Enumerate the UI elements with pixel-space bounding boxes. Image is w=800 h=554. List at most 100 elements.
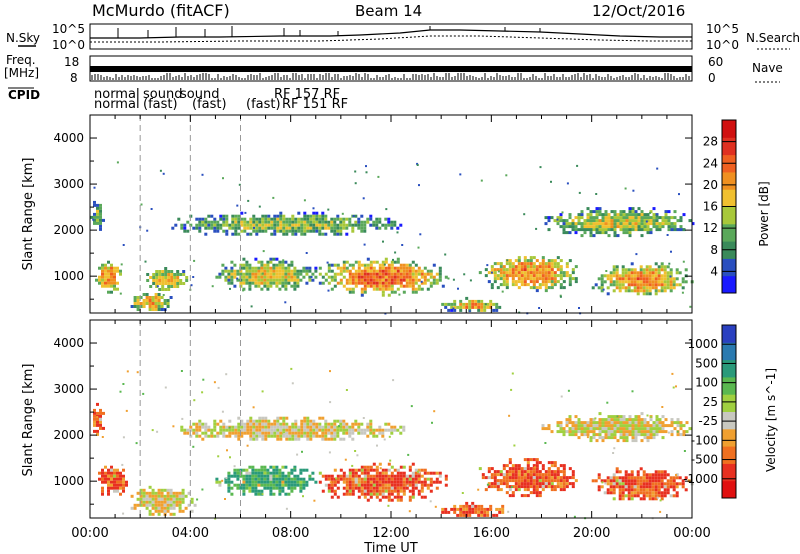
echo-cell xyxy=(327,422,331,426)
echo-cell xyxy=(601,216,605,220)
echo-cell xyxy=(414,287,418,291)
echo-cell xyxy=(178,509,182,513)
noise-point xyxy=(142,392,145,395)
echo-cell xyxy=(664,418,668,422)
echo-cell xyxy=(281,465,285,469)
colorbar-segment xyxy=(722,258,736,277)
echo-cell xyxy=(408,266,412,270)
echo-cell xyxy=(487,470,491,474)
noise-point xyxy=(335,477,337,480)
echo-cell xyxy=(654,488,658,492)
echo-cell xyxy=(553,464,557,468)
echo-cell xyxy=(631,427,635,431)
echo-cell xyxy=(645,473,649,477)
echo-cell xyxy=(315,226,319,230)
echo-cell xyxy=(189,425,193,429)
echo-cell xyxy=(423,272,427,276)
echo-cell xyxy=(547,259,551,263)
echo-cell xyxy=(670,424,674,428)
echo-cell xyxy=(577,430,581,434)
echo-cell xyxy=(399,223,403,227)
echo-cell xyxy=(260,480,264,484)
echo-cell xyxy=(213,425,217,429)
echo-cell xyxy=(648,280,652,284)
echo-cell xyxy=(508,485,512,489)
echo-cell xyxy=(242,486,246,490)
echo-cell xyxy=(270,425,274,429)
echo-cell xyxy=(372,223,376,227)
echo-cell xyxy=(405,278,409,282)
echo-cell xyxy=(351,428,355,432)
echo-cell xyxy=(148,509,152,513)
echo-cell xyxy=(248,465,252,469)
echo-cell xyxy=(529,280,533,284)
echo-cell xyxy=(657,476,661,480)
echo-cell xyxy=(99,218,102,222)
echo-cell xyxy=(303,223,307,227)
echo-cell xyxy=(305,266,309,270)
noise-point xyxy=(605,270,608,272)
echo-cell xyxy=(640,219,644,223)
echo-cell xyxy=(351,226,355,230)
echo-cell xyxy=(107,284,110,288)
echo-cell xyxy=(278,474,282,478)
echo-cell xyxy=(390,220,394,224)
echo-cell xyxy=(267,223,271,227)
echo-cell xyxy=(532,280,536,284)
echo-cell xyxy=(615,470,619,474)
echo-cell xyxy=(99,212,102,216)
echo-cell xyxy=(366,284,370,288)
date-title: 12/Oct/2016 xyxy=(592,2,685,20)
echo-cell xyxy=(363,229,367,233)
echo-cell xyxy=(621,283,625,287)
echo-cell xyxy=(414,468,418,472)
echo-cell xyxy=(270,431,274,435)
echo-cell xyxy=(592,234,596,238)
echo-cell xyxy=(511,464,515,468)
echo-cell xyxy=(372,492,376,496)
echo-cell xyxy=(505,280,509,284)
echo-cell xyxy=(625,436,629,440)
echo-cell xyxy=(661,219,665,223)
echo-cell xyxy=(166,299,170,302)
echo-cell xyxy=(402,480,406,484)
echo-cell xyxy=(643,225,647,229)
noise-point xyxy=(351,464,354,467)
echo-cell xyxy=(257,489,261,493)
echo-cell xyxy=(613,216,617,220)
echo-cell xyxy=(553,488,557,492)
echo-cell xyxy=(287,477,291,481)
echo-cell xyxy=(660,274,664,278)
echo-cell xyxy=(520,473,524,477)
echo-cell xyxy=(107,483,110,487)
echo-cell xyxy=(645,482,649,486)
echo-cell xyxy=(284,281,288,285)
echo-cell xyxy=(172,497,176,501)
echo-cell xyxy=(505,277,509,281)
echo-cell xyxy=(333,437,337,441)
echo-cell xyxy=(490,482,494,486)
echo-cell xyxy=(218,483,222,487)
echo-cell xyxy=(453,507,457,511)
echo-cell xyxy=(640,228,644,232)
echo-cell xyxy=(375,474,379,478)
echo-cell xyxy=(251,269,255,273)
echo-cell xyxy=(170,273,174,276)
echo-cell xyxy=(234,223,238,227)
echo-cell xyxy=(312,223,316,227)
echo-cell xyxy=(237,425,241,429)
echo-cell xyxy=(547,476,551,480)
echo-cell xyxy=(275,275,279,279)
echo-cell xyxy=(255,232,259,236)
echo-cell xyxy=(312,422,316,426)
echo-cell xyxy=(251,266,255,270)
echo-cell xyxy=(242,489,246,493)
echo-cell xyxy=(645,476,649,480)
noise-point xyxy=(606,401,609,404)
echo-cell xyxy=(550,479,554,483)
noise-point xyxy=(201,391,204,394)
echo-cell xyxy=(360,477,364,481)
echo-cell xyxy=(517,479,521,483)
echo-cell xyxy=(402,272,406,276)
noise-point xyxy=(431,421,433,424)
